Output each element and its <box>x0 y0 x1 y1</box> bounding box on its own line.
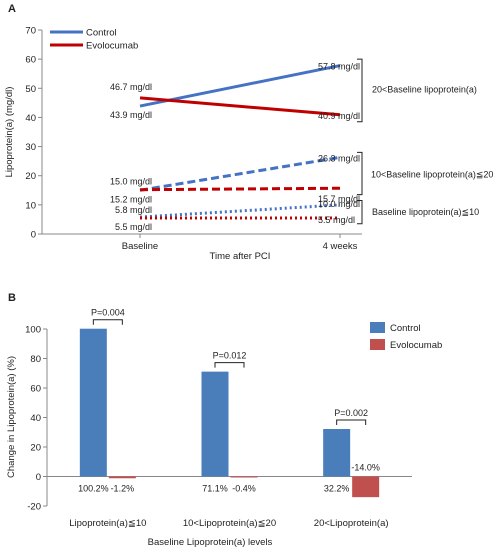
panel-a-data-label-4weeks: 10.0 mg/dl <box>318 199 360 209</box>
panel-b-pvalue-bracket <box>214 362 245 368</box>
panel-b-data-label-evolocumab: -0.4% <box>232 484 256 494</box>
panel-b-legend-evolocumab-swatch <box>370 339 385 350</box>
panel-a-series-line-evolocumab-dashed <box>139 186 341 192</box>
panel-b-pvalue-label: P=0.002 <box>334 408 368 418</box>
panel-b-y-tick-label: 20 <box>30 443 41 454</box>
panel-b-bar-control <box>323 429 351 477</box>
panel-b-data-label-control: 71.1% <box>202 484 228 494</box>
panel-b-data-label-control: 32.2% <box>324 484 350 494</box>
panel-b-data-label-evolocumab: -1.2% <box>111 484 135 494</box>
panel-a-data-label-baseline: 15.0 mg/dl <box>110 176 152 186</box>
panel-b-x-tick-label: Lipoprotein(a)≦10 <box>69 518 146 529</box>
panel-a-data-label-baseline: 46.7 mg/dl <box>110 82 152 92</box>
panel-b-bar-evolocumab <box>230 476 258 478</box>
panel-a-data-label-baseline: 43.9 mg/dl <box>110 110 152 120</box>
panel-a-y-tick-label: 30 <box>25 142 36 153</box>
panel-a-y-tick-label: 20 <box>25 171 36 182</box>
panel-a-series-line-control-dashed <box>139 155 341 192</box>
panel-a-series-line-evolocumab-solid <box>139 96 341 117</box>
panel-b-pvalue-label: P=0.012 <box>213 351 247 361</box>
panel-a-group-label: Baseline lipoprotein(a)≦10 <box>372 207 479 217</box>
panel-b-y-tick-label: 60 <box>30 384 41 395</box>
panel-b-bar-control <box>201 371 229 477</box>
panel-a-data-label-4weeks: 57.8 mg/dl <box>318 62 360 72</box>
panel-b-legend-evolocumab-label: Evolocumab <box>390 340 442 351</box>
panel-b-bar-control <box>79 328 107 477</box>
panel-a-bracket-group-2 <box>357 151 363 196</box>
panel-b-data-label-evolocumab: -14.0% <box>351 463 380 473</box>
panel-b-legend-control-label: Control <box>390 323 421 334</box>
panel-b-data-label-control: 100.2% <box>78 484 109 494</box>
panel-a-y-axis-title: Lipoprotein(a) (mg/dl) <box>4 87 15 178</box>
panel-a-y-tick-label: 10 <box>25 200 36 211</box>
panel-a-y-tick-label: 40 <box>25 113 36 124</box>
panel-b-y-tick-label: 80 <box>30 354 41 365</box>
panel-b-bar-evolocumab <box>108 476 136 479</box>
panel-a-x-axis-title: Time after PCI <box>210 251 271 262</box>
panel-a-series-line-control-dotted <box>139 203 341 219</box>
panel-b-bar-evolocumab <box>352 476 380 498</box>
panel-a-label: A <box>8 3 16 15</box>
panel-a-data-label-baseline: 5.8 mg/dl <box>115 205 152 215</box>
panel-a-x-tick-label: Baseline <box>122 241 158 252</box>
panel-a-y-tick-label: 60 <box>25 55 36 66</box>
panel-a-legend-evolocumab-label: Evolocumab <box>86 41 138 52</box>
panel-b-y-tick-label: 40 <box>30 413 41 424</box>
panel-b-y-tick-label: 0 <box>36 472 41 483</box>
panel-b-pvalue-bracket <box>336 419 367 426</box>
panel-a-y-tick-label: 50 <box>25 84 36 95</box>
panel-b-pvalue-label: P=0.004 <box>91 308 125 318</box>
panel-b-x-tick-label: 10<Lipoprotein(a)≦20 <box>183 518 276 529</box>
panel-a-data-label-baseline: 5.5 mg/dl <box>115 222 152 232</box>
panel-a-data-label-baseline: 15.2 mg/dl <box>110 195 152 205</box>
panel-a-y-tick-label: 70 <box>25 26 36 37</box>
panel-a-group-label: 20<Baseline lipoprotein(a) <box>372 85 477 95</box>
panel-b-legend-control-swatch <box>370 322 385 333</box>
panel-a-data-label-4weeks: 40.9 mg/dl <box>318 111 360 121</box>
panel-a-y-tick-label: 0 <box>31 230 36 241</box>
panel-a-bracket-group-3 <box>357 199 363 225</box>
panel-b-x-tick-label: 20<Lipoprotein(a) <box>314 518 389 529</box>
panel-b-x-axis-title: Baseline Lipoprotein(a) levels <box>148 537 273 548</box>
panel-b-pvalue-bracket <box>92 319 123 325</box>
panel-b-label: B <box>8 292 16 304</box>
panel-a-data-label-4weeks: 26.3 mg/dl <box>318 153 360 163</box>
panel-a-group-label: 10<Baseline lipoprotein(a)≦20 <box>371 169 493 179</box>
panel-b-y-axis-title: Change in Lipoprotein(a) (%) <box>6 356 17 478</box>
panel-a-bracket-group-1 <box>357 58 363 123</box>
panel-a-data-label-4weeks: 15.7 mg/dl <box>318 194 360 204</box>
panel-a-legend-control-label: Control <box>86 28 117 39</box>
panel-a-data-label-4weeks: 5.5 mg/dl <box>318 215 355 225</box>
panel-a-x-tick-label: 4 weeks <box>323 241 358 252</box>
panel-b-y-tick-label: -20 <box>27 502 41 513</box>
panel-b-y-tick-label: 100 <box>25 325 41 336</box>
